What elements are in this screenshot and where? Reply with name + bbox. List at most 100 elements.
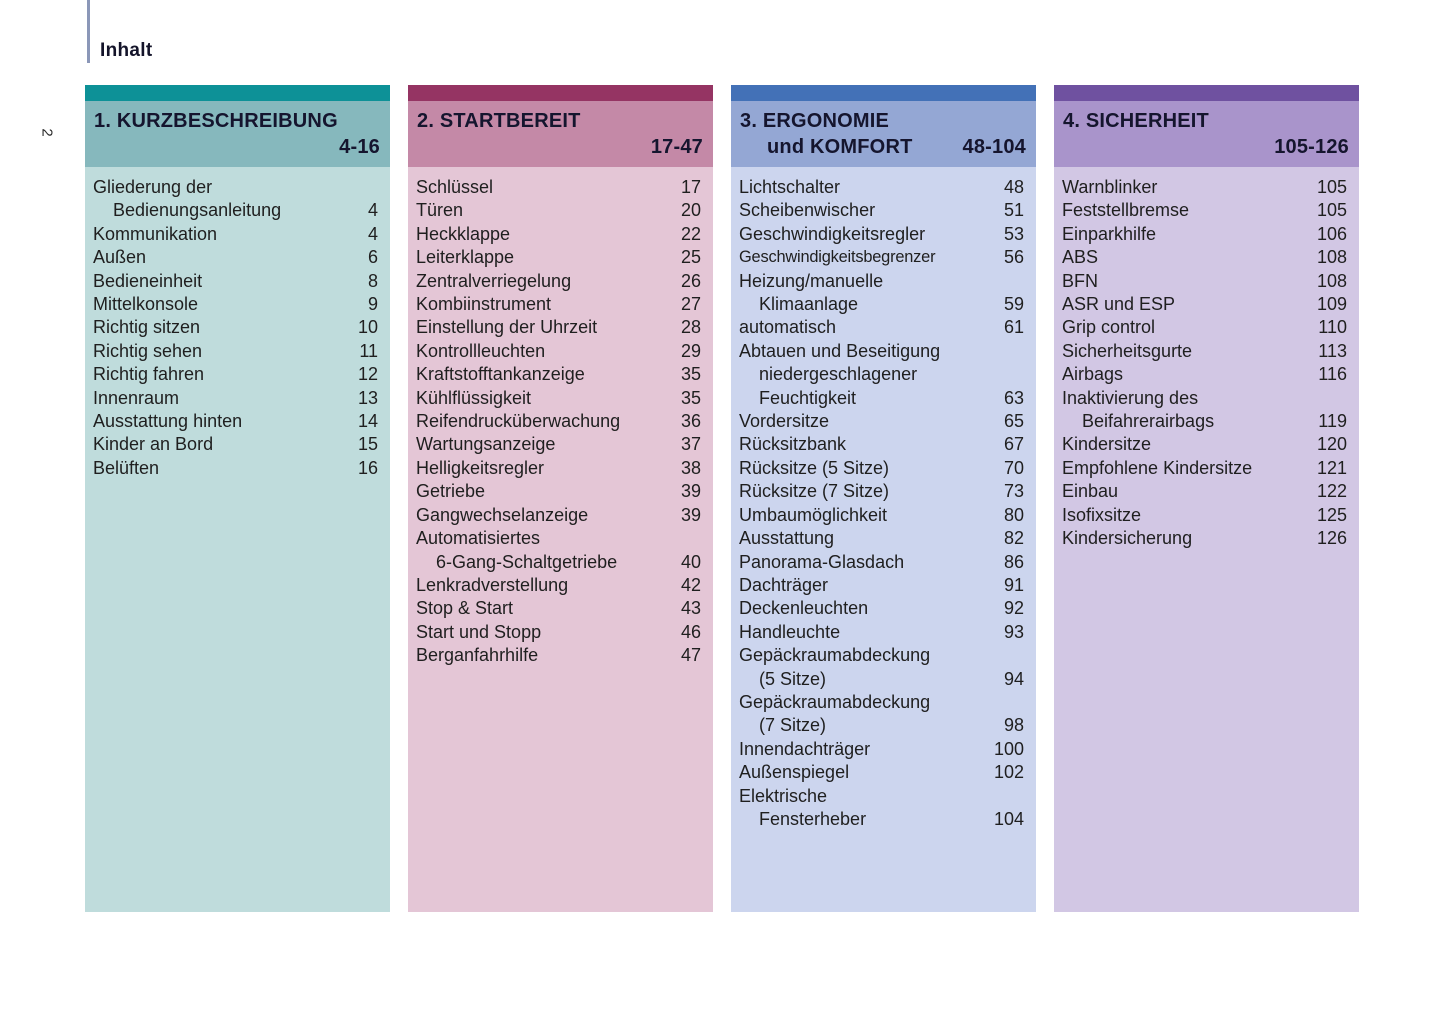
toc-entry-label: Richtig sehen — [93, 340, 203, 361]
toc-entry-label: Lichtschalter — [739, 177, 841, 197]
toc-entry-page: 12 — [357, 364, 378, 385]
toc-entry-label: Automatisiertes — [416, 528, 541, 549]
toc-entry-label: Warnblinker — [1062, 177, 1158, 197]
toc-entry-label: Ausstattung — [739, 528, 835, 549]
toc-entry: Dachträger 91 — [739, 574, 1024, 597]
toc-entry: Helligkeitsregler 38 — [416, 457, 701, 480]
toc-entry-page: 106 — [1316, 223, 1347, 244]
toc-entry-label: Gepäckraumabdeckung — [739, 691, 931, 712]
toc-entry-label: Kühlflüssigkeit — [416, 387, 532, 408]
toc-entry-page: 121 — [1316, 457, 1347, 478]
toc-entry: Deckenleuchten 92 — [739, 597, 1024, 620]
toc-entry: Empfohlene Kindersitze 121 — [1062, 457, 1347, 480]
toc-entry: Vordersitze 65 — [739, 410, 1024, 433]
toc-entry-page: 4 — [367, 223, 378, 244]
toc-entry: Richtig fahren 12 — [93, 363, 378, 386]
toc-entry-page: 94 — [1003, 668, 1024, 689]
toc-entry-page: 47 — [680, 645, 701, 666]
toc-entry-page: 13 — [357, 387, 378, 408]
toc-entry: Einparkhilfe 106 — [1062, 223, 1347, 246]
toc-entry-page: 98 — [1003, 715, 1024, 736]
toc-entry: Isofixsitze 125 — [1062, 504, 1347, 527]
toc-entry-label: 6-Gang-Schaltgetriebe — [436, 551, 618, 572]
toc-entry-label: Leiterklappe — [416, 247, 515, 268]
toc-entry: Türen 20 — [416, 199, 701, 222]
toc-entry-label: BFN — [1062, 270, 1098, 291]
toc-entry-label: Einstellung der Uhrzeit — [416, 317, 598, 338]
toc-entry-page: 73 — [1003, 481, 1024, 502]
toc-entry: Heckklappe 22 — [416, 223, 701, 246]
toc-entry: Gepäckraumabdeckung (7 Sitze) 98 — [739, 691, 1024, 738]
section-color-strip — [85, 85, 390, 101]
toc-entry-page: 4 — [367, 200, 378, 221]
toc-entry: Bedieneinheit 8 — [93, 270, 378, 293]
toc-entry-label: Handleuchte — [739, 621, 841, 642]
toc-entry-page: 16 — [357, 457, 378, 478]
toc-entry-label: Gangwechselanzeige — [416, 504, 589, 525]
toc-entry-label: Abtauen und Beseitigung — [739, 340, 941, 361]
toc-entry-page: 39 — [680, 481, 701, 502]
section-page-range: 17-47 — [650, 136, 703, 158]
toc-entry-page: 67 — [1003, 434, 1024, 455]
toc-entry-page: 126 — [1316, 528, 1347, 549]
toc-entry-page: 42 — [680, 574, 701, 595]
toc-entry: Lichtschalter 48 — [739, 176, 1024, 199]
toc-entry: Innendachträger 100 — [739, 738, 1024, 761]
toc-entry-page: 51 — [1003, 200, 1024, 221]
toc-entry-label: Start und Stopp — [416, 621, 542, 642]
toc-entry-page: 125 — [1316, 504, 1347, 525]
toc-entry-label: Innendachträger — [739, 738, 871, 759]
toc-entry-label: Umbaumöglichkeit — [739, 504, 888, 525]
toc-entry-label: Geschwindigkeitsregler — [739, 223, 926, 244]
toc-entry-label: Lenkradverstellung — [416, 574, 569, 595]
toc-entry: Außen 6 — [93, 246, 378, 269]
toc-entry-label: Kommunikation — [93, 223, 218, 244]
toc-entry: Handleuchte 93 — [739, 621, 1024, 644]
toc-entry: Getriebe 39 — [416, 480, 701, 503]
toc-entry-label: Grip control — [1062, 317, 1156, 338]
toc-entry-label: Ausstattung hinten — [93, 411, 243, 432]
toc-entry: Feststellbremse 105 — [1062, 199, 1347, 222]
toc-entry-page: 48 — [1003, 177, 1024, 197]
page-title: Inhalt — [100, 40, 153, 61]
toc-entry-label: Panorama-Glasdach — [739, 551, 905, 572]
toc-entry-page: 65 — [1003, 411, 1024, 432]
toc-entry-page: 15 — [357, 434, 378, 455]
toc-entry-page: 14 — [357, 411, 378, 432]
toc-entry-label: Isofixsitze — [1062, 504, 1142, 525]
section-title: 4. SICHERHEIT — [1063, 110, 1209, 132]
toc-entry-page: 29 — [680, 340, 701, 361]
toc-entry: Stop & Start 43 — [416, 597, 701, 620]
toc-entry-label: Kontrollleuchten — [416, 340, 546, 361]
toc-entry-page: 37 — [680, 434, 701, 455]
header-rule — [87, 0, 90, 63]
toc-entry-page: 22 — [680, 223, 701, 244]
toc-entry: Belüften 16 — [93, 457, 378, 480]
toc-entry-label: Klimaanlage — [759, 294, 859, 315]
section-page-range: 4-16 — [339, 136, 380, 158]
section-header: 3. ERGONOMIE und KOMFORT 48-104 — [731, 101, 1036, 167]
toc-entry-label: Getriebe — [416, 481, 486, 502]
toc-entry-page: 92 — [1003, 598, 1024, 619]
toc-columns: 1. KURZBESCHREIBUNG 4-16 Gliederung der Bed… — [85, 85, 1359, 912]
toc-entry-label: Sicherheitsgurte — [1062, 340, 1193, 361]
section-header: 1. KURZBESCHREIBUNG 4-16 — [85, 101, 390, 167]
toc-entry: Kindersicherung 126 — [1062, 527, 1347, 550]
toc-entry-label: Kindersitze — [1062, 434, 1152, 455]
toc-entry-label: Heckklappe — [416, 223, 511, 244]
toc-entry: Geschwindigkeitsregler 53 — [739, 223, 1024, 246]
toc-entry-page: 28 — [680, 317, 701, 338]
toc-entry: automatisch 61 — [739, 316, 1024, 339]
toc-entry: Rücksitzbank 67 — [739, 433, 1024, 456]
toc-entry-label: Mittelkonsole — [93, 294, 199, 315]
toc-section-1: 1. KURZBESCHREIBUNG 4-16 Gliederung der Bed… — [85, 85, 390, 912]
toc-entry-page: 80 — [1003, 504, 1024, 525]
toc-entry-page: 46 — [680, 621, 701, 642]
toc-entry-label: ASR und ESP — [1062, 294, 1176, 315]
toc-entry-label: Feststellbremse — [1062, 200, 1190, 221]
toc-entry-label: Deckenleuchten — [739, 598, 869, 619]
toc-entry: Kontrollleuchten 29 — [416, 340, 701, 363]
toc-entry-page: 109 — [1316, 294, 1347, 315]
toc-entry: Leiterklappe 25 — [416, 246, 701, 269]
section-title: und KOMFORT — [767, 136, 913, 158]
